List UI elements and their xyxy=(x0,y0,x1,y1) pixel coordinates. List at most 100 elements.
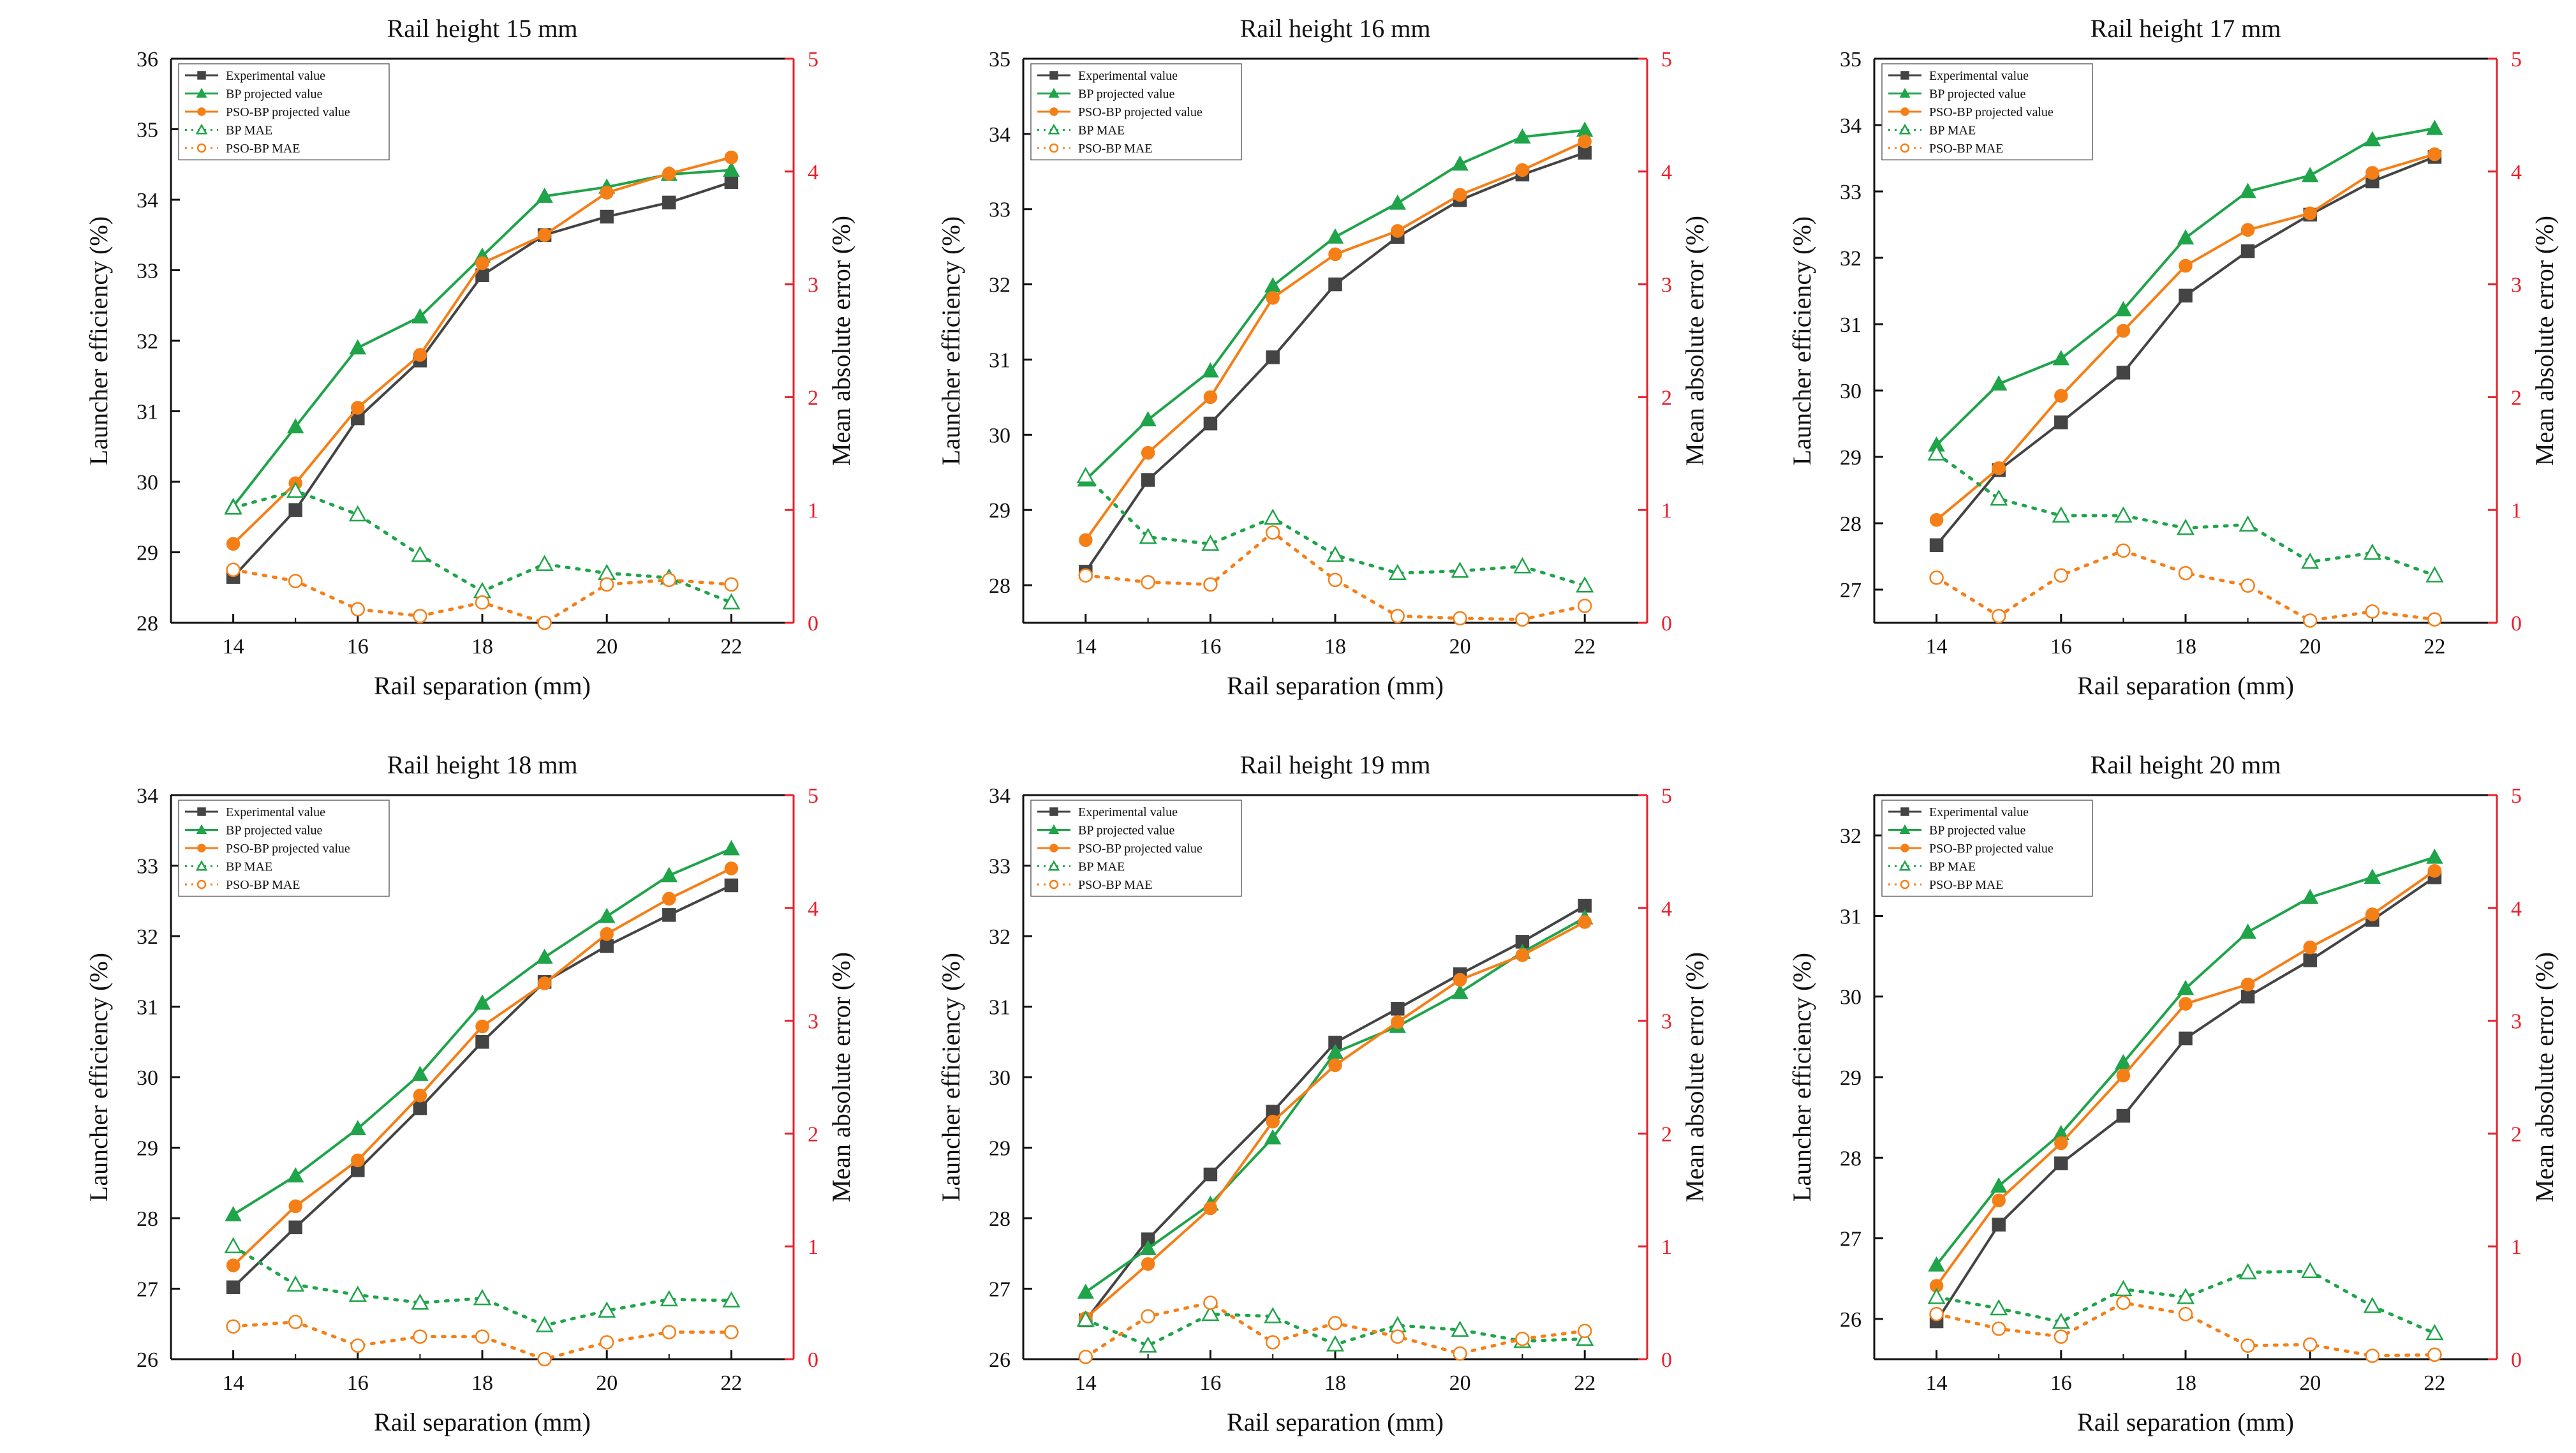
data-point xyxy=(226,1319,241,1334)
y-tick-label: 26 xyxy=(1840,1308,1862,1332)
y2-tick-label: 2 xyxy=(808,1122,818,1146)
data-point xyxy=(536,948,553,964)
series-line-2 xyxy=(1084,140,1587,542)
series-line-4 xyxy=(1935,549,2436,622)
legend-swatch-marker xyxy=(1049,807,1058,816)
legend-entry-label: Experimental value xyxy=(1078,805,1178,819)
y-tick-label: 34 xyxy=(989,784,1010,808)
data-point xyxy=(475,1035,489,1049)
data-point xyxy=(2364,868,2381,884)
legend-swatch-marker xyxy=(1900,879,1910,890)
data-point xyxy=(226,1280,241,1295)
data-point xyxy=(2116,1108,2131,1123)
data-point xyxy=(2363,1297,2381,1313)
y-tick-label: 27 xyxy=(989,1278,1010,1302)
data-point xyxy=(598,1301,616,1318)
y2-tick-label: 2 xyxy=(2511,386,2522,410)
y2-tick-label: 3 xyxy=(1661,1010,1672,1034)
x-tick-label: 18 xyxy=(1324,635,1346,659)
y2-tick-label: 2 xyxy=(2511,1122,2522,1146)
data-point xyxy=(413,1329,427,1344)
data-point xyxy=(2239,923,2256,939)
data-point xyxy=(1264,1129,1282,1145)
data-point xyxy=(1326,546,1345,562)
data-point xyxy=(1576,121,1594,137)
data-point xyxy=(1203,390,1218,405)
data-point xyxy=(1326,228,1344,244)
data-point xyxy=(2116,543,2131,558)
series-line-1 xyxy=(1935,127,2436,447)
data-point xyxy=(1328,247,1342,262)
y-tick-label: 29 xyxy=(137,542,158,565)
y2-tick-label: 1 xyxy=(808,499,818,523)
data-point xyxy=(1576,576,1594,593)
data-point xyxy=(2303,206,2317,221)
data-point xyxy=(2365,1348,2380,1363)
legend-swatch-marker xyxy=(197,71,206,80)
data-point xyxy=(351,401,365,415)
data-point xyxy=(1451,1320,1469,1337)
data-point xyxy=(413,1101,427,1115)
y2-tick-label: 1 xyxy=(1661,1235,1672,1259)
data-point xyxy=(1515,612,1530,627)
data-point xyxy=(724,878,739,893)
legend-swatch-marker xyxy=(1899,824,1911,835)
data-point xyxy=(1076,466,1095,484)
data-point xyxy=(1992,461,2006,475)
legend-swatch-marker xyxy=(1048,87,1060,98)
y2-tick-label: 2 xyxy=(1661,1122,1672,1146)
y-tick-label: 30 xyxy=(1840,986,1862,1010)
data-point xyxy=(2054,415,2068,429)
x-tick-label: 18 xyxy=(471,1371,493,1395)
data-point xyxy=(2365,166,2380,180)
data-point xyxy=(1328,1316,1343,1330)
series-line-0 xyxy=(1084,904,1587,1322)
data-point xyxy=(1141,575,1155,590)
y-tick-label: 32 xyxy=(137,330,158,354)
y2-axis-title: Mean absolute error (%) xyxy=(827,952,855,1202)
data-point xyxy=(1388,563,1407,581)
y-tick-label: 31 xyxy=(137,401,158,424)
data-point xyxy=(537,228,552,242)
y2-tick-label: 3 xyxy=(2511,274,2522,297)
data-point xyxy=(1451,562,1469,578)
series-line-0 xyxy=(232,884,733,1289)
y-tick-label: 31 xyxy=(989,348,1010,372)
data-point xyxy=(2054,1156,2068,1170)
data-point xyxy=(348,505,367,522)
data-point xyxy=(1928,1256,1945,1272)
data-point xyxy=(224,1237,242,1254)
series-line-0 xyxy=(1935,876,2436,1323)
series-line-2 xyxy=(1935,869,2436,1288)
data-point xyxy=(1929,513,1944,527)
data-point xyxy=(2365,907,2380,921)
data-point xyxy=(1929,1307,1944,1322)
data-point xyxy=(2302,1337,2318,1352)
data-point xyxy=(600,939,614,953)
legend-entry-label: BP MAE xyxy=(226,124,272,138)
data-point xyxy=(1141,1309,1155,1324)
x-tick-label: 16 xyxy=(347,635,369,659)
data-point xyxy=(2426,848,2443,864)
data-point xyxy=(288,1199,302,1213)
y2-tick-label: 5 xyxy=(2511,48,2522,71)
data-point xyxy=(1515,163,1530,177)
data-point xyxy=(1139,528,1157,544)
panel-title: Rail height 15 mm xyxy=(387,14,578,43)
data-point xyxy=(2427,1347,2442,1362)
data-point xyxy=(1390,609,1405,623)
data-point xyxy=(1201,534,1220,551)
panel-title: Rail height 16 mm xyxy=(1240,14,1431,43)
legend-swatch-marker xyxy=(196,879,207,890)
data-point xyxy=(473,1288,492,1306)
legend-entry-label: BP projected value xyxy=(226,87,323,101)
y-tick-label: 29 xyxy=(137,1137,158,1161)
x-tick-label: 22 xyxy=(1574,1371,1595,1395)
x-tick-label: 18 xyxy=(471,635,493,659)
y-tick-label: 33 xyxy=(137,855,158,879)
legend-swatch-marker xyxy=(1049,844,1058,853)
x-tick-label: 22 xyxy=(720,635,742,659)
series-line-3 xyxy=(232,1244,733,1327)
